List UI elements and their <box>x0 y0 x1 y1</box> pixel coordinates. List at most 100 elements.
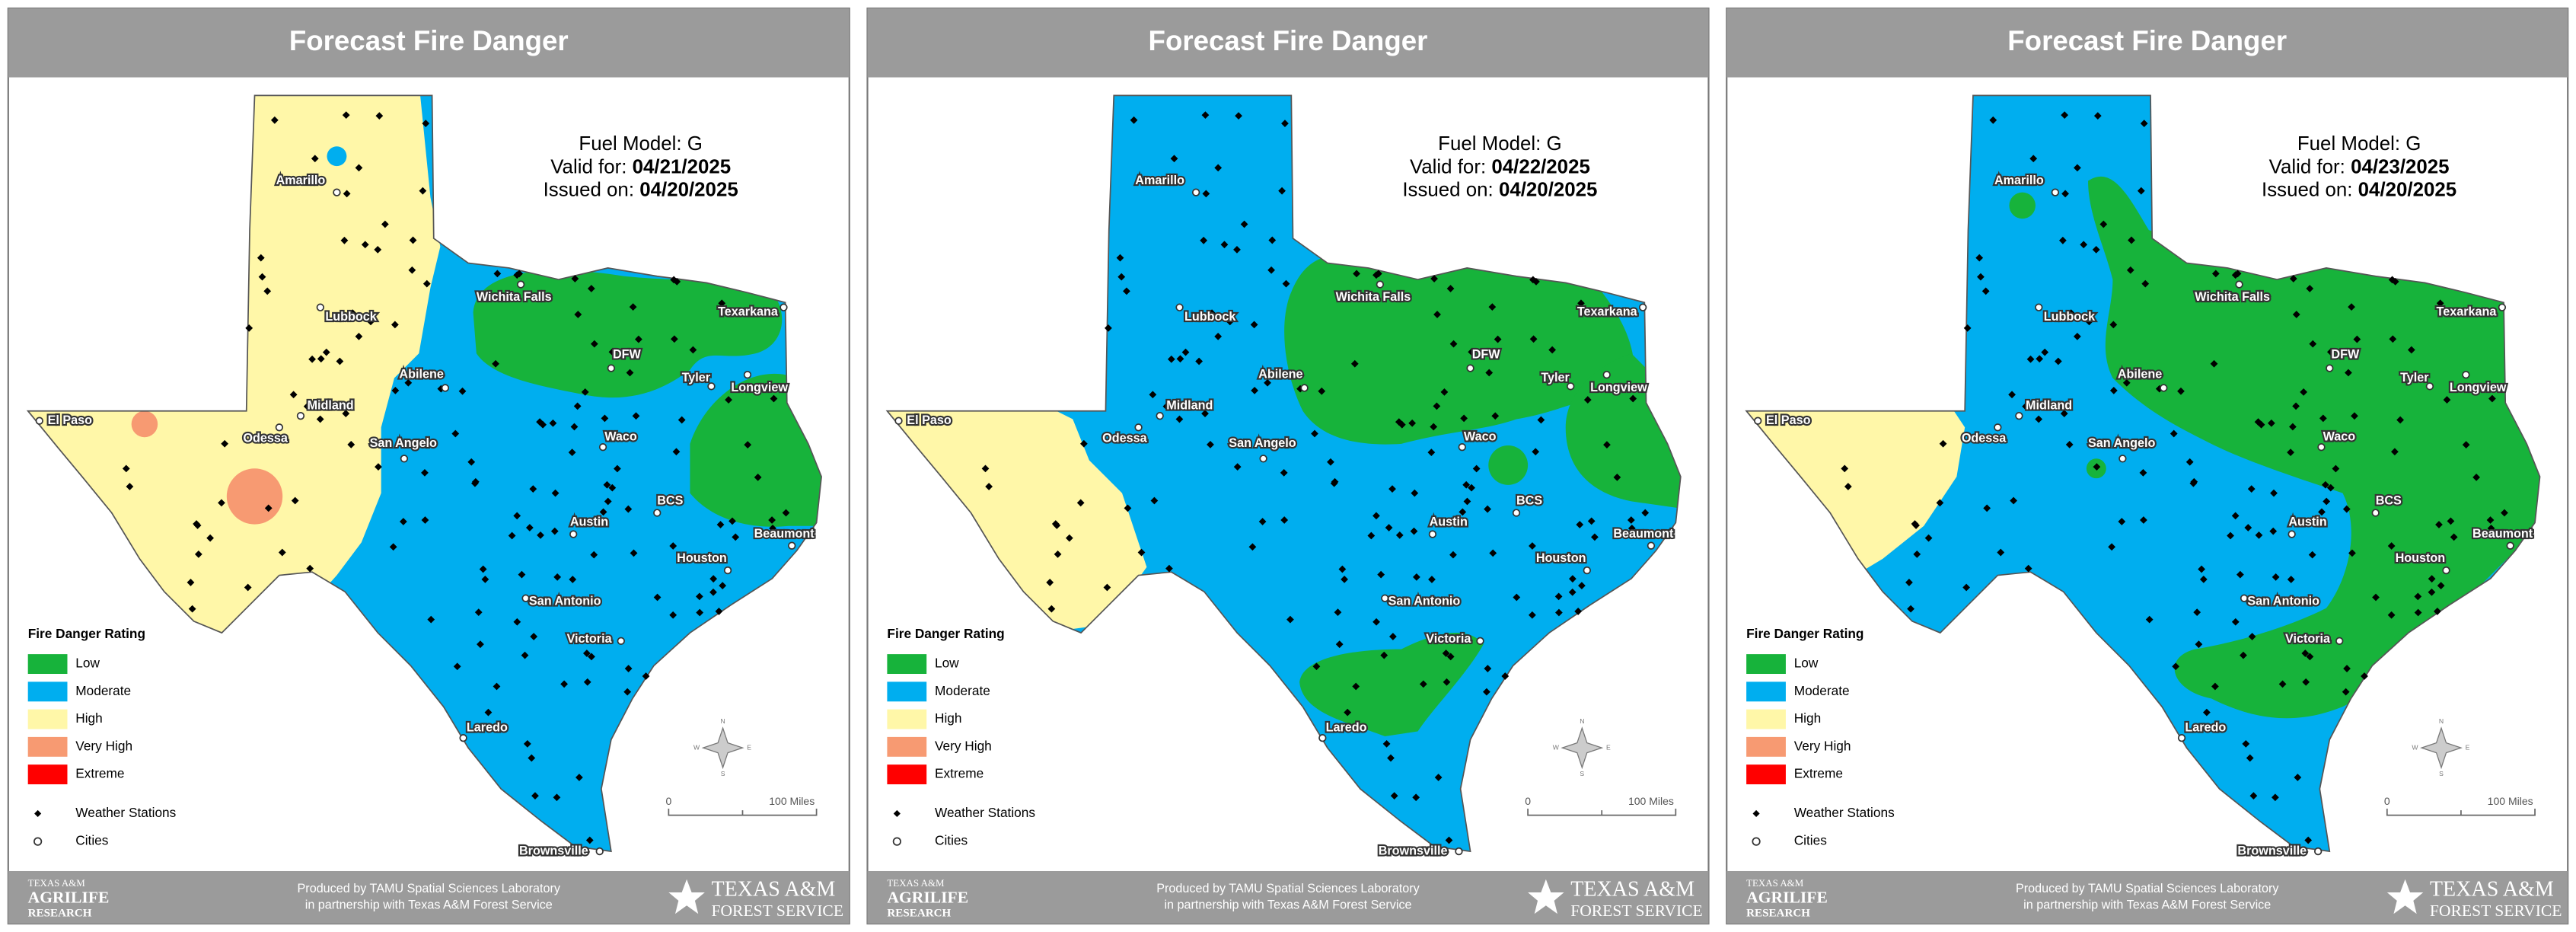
legend-swatch <box>27 764 68 785</box>
city-label: BCS <box>1516 494 1542 508</box>
city-marker <box>275 423 284 432</box>
weather-station <box>614 464 621 473</box>
header-text: Valid for: 04/23/2025 <box>2269 156 2450 177</box>
weather-station <box>1388 485 1396 493</box>
weather-station <box>1529 276 1537 284</box>
forest-logo: FOREST SERVICE <box>2430 902 2562 920</box>
weather-station <box>2436 299 2444 308</box>
weather-station <box>770 394 778 403</box>
weather-station <box>1374 270 1382 278</box>
city-marker <box>516 280 525 289</box>
legend-swatch <box>887 736 927 757</box>
city-label: DFW <box>2331 348 2360 362</box>
city-marker <box>1466 364 1475 372</box>
city-label: Longview <box>731 381 788 394</box>
weather-station <box>481 576 489 583</box>
weather-station <box>599 508 607 516</box>
legend-swatch <box>27 736 68 757</box>
weather-station <box>642 672 650 680</box>
city-label: Houston <box>677 551 727 565</box>
city-marker <box>316 303 325 311</box>
city-marker <box>569 530 578 538</box>
weather-station <box>583 650 591 657</box>
city-label: Houston <box>1536 551 1586 565</box>
header-text: Issued on: 04/20/2025 <box>1402 179 1597 200</box>
weather-station <box>2099 220 2108 228</box>
footer-text: Produced by TAMU Spatial Sciences Labora… <box>1156 882 1420 895</box>
city-marker <box>595 847 604 856</box>
header-label: Fuel Model: G <box>579 133 703 155</box>
weather-station <box>427 615 435 624</box>
texas-outline <box>26 94 822 853</box>
city-label: Victoria <box>1426 632 1471 646</box>
legend-label: Very High <box>1794 738 1851 753</box>
footer-text: Produced by TAMU Spatial Sciences Labora… <box>2016 882 2279 895</box>
city-marker <box>2326 364 2334 372</box>
header-date: 04/22/2025 <box>1491 156 1590 177</box>
city-marker <box>1455 847 1463 856</box>
weather-station <box>2041 348 2049 356</box>
forest-star <box>1528 879 1564 914</box>
header-date: 04/20/2025 <box>2358 179 2457 200</box>
city-marker <box>894 417 903 425</box>
weather-station <box>560 680 569 688</box>
agrilife-logo: AGRILIFE <box>28 889 110 907</box>
header-date: 04/20/2025 <box>639 179 738 200</box>
header-label: Valid for: <box>550 156 626 177</box>
city-label: Texarkana <box>1577 305 1638 318</box>
city-marker <box>2506 541 2514 550</box>
city-marker <box>1376 280 1385 289</box>
legend-label: Cities <box>1794 833 1827 848</box>
weather-station <box>1367 531 1376 540</box>
city-marker <box>2160 384 2168 392</box>
weather-station <box>2326 484 2335 492</box>
legend-label: Low <box>935 656 959 671</box>
weather-station <box>1911 520 1919 528</box>
header-text: Fuel Model: G <box>579 133 703 155</box>
city-label: Abilene <box>399 368 443 381</box>
agrilife-logo: TEXAS A&M <box>28 877 86 889</box>
header-label: Fuel Model: G <box>2297 133 2421 155</box>
weather-station <box>570 423 579 431</box>
city-marker <box>1647 541 1656 550</box>
city-label: Odessa <box>1962 432 2007 445</box>
weather-station <box>2308 551 2316 559</box>
weather-station <box>1202 190 1210 198</box>
weather-station <box>669 542 677 550</box>
header-label: Issued on: <box>1402 179 1493 200</box>
city-marker <box>1512 509 1521 517</box>
city-marker <box>743 371 752 379</box>
footer-text: in partnership with Texas A&M Forest Ser… <box>305 898 553 912</box>
weather-station <box>715 608 723 615</box>
header-text: Issued on: 04/20/2025 <box>2262 179 2456 200</box>
weather-station <box>2024 564 2032 573</box>
weather-station <box>2145 615 2154 624</box>
legend-swatch <box>1746 736 1786 757</box>
legend-label: Moderate <box>935 683 990 698</box>
weather-station <box>582 634 589 643</box>
weather-station <box>2428 588 2436 596</box>
city-label: Houston <box>2396 551 2446 565</box>
weather-station <box>551 489 560 497</box>
weather-station <box>2244 524 2252 531</box>
weather-station <box>2240 651 2247 659</box>
footer-text: Produced by TAMU Spatial Sciences Labora… <box>298 882 561 895</box>
city-label: Victoria <box>567 632 613 646</box>
weather-station <box>1137 548 1146 557</box>
legend-title: Fire Danger Rating <box>1746 626 1863 641</box>
weather-station <box>608 484 617 492</box>
scale-label: 0 <box>1525 795 1531 807</box>
rating-area <box>1488 445 1529 485</box>
weather-station <box>1603 441 1611 449</box>
city-marker <box>723 566 732 575</box>
city-label: Lubbock <box>1184 310 1236 324</box>
weather-station <box>590 551 598 559</box>
weather-station <box>1529 611 1536 619</box>
weather-station <box>1410 527 1418 535</box>
forest-logo: TEXAS A&M <box>711 877 835 901</box>
city-marker <box>607 364 616 372</box>
weather-station <box>493 682 501 691</box>
header-text: Fuel Model: G <box>1438 133 1562 155</box>
weather-station <box>2093 463 2101 471</box>
legend-swatch <box>1746 764 1786 785</box>
